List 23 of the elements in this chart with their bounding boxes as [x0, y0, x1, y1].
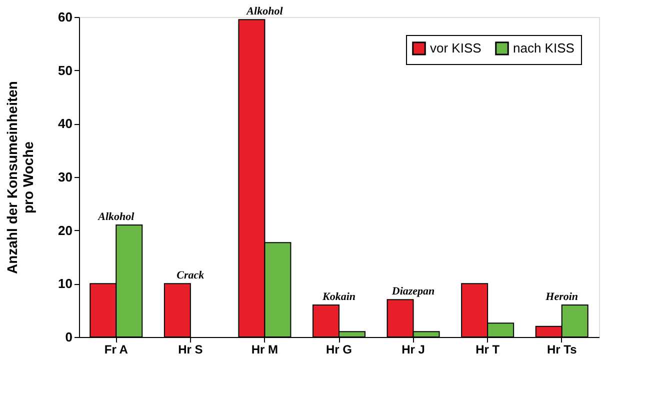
y-tick-label: 40: [58, 116, 72, 132]
legend-label: vor KISS: [430, 40, 482, 56]
y-tick-label: 20: [58, 222, 72, 238]
legend-label: nach KISS: [513, 40, 575, 56]
y-tick-label: 10: [58, 276, 72, 292]
x-tick-label: Hr J: [402, 342, 425, 356]
y-tick-label: 0: [65, 330, 72, 344]
annotation: Heroin: [544, 291, 578, 303]
annotation: Kokain: [321, 291, 356, 303]
x-tick-label: Hr T: [476, 342, 500, 356]
annotation: Alkohol: [97, 211, 136, 223]
annotation: Crack: [176, 270, 205, 282]
x-tick-label: Hr M: [251, 342, 278, 356]
y-tick-label: 50: [58, 62, 72, 78]
x-tick-label: Hr S: [178, 342, 203, 356]
annotation: Diazepan: [390, 286, 435, 298]
y-tick-label: 30: [58, 170, 72, 184]
y-tick-label: 60: [58, 10, 72, 24]
y-axis-title: Anzahl der Konsumeinheiten pro Woche: [4, 81, 36, 274]
x-tick-label: Hr G: [326, 342, 352, 356]
x-tick-label: Hr Ts: [546, 342, 578, 356]
annotation: Alkohol: [246, 6, 284, 18]
x-tick-label: Fr A: [104, 342, 128, 356]
